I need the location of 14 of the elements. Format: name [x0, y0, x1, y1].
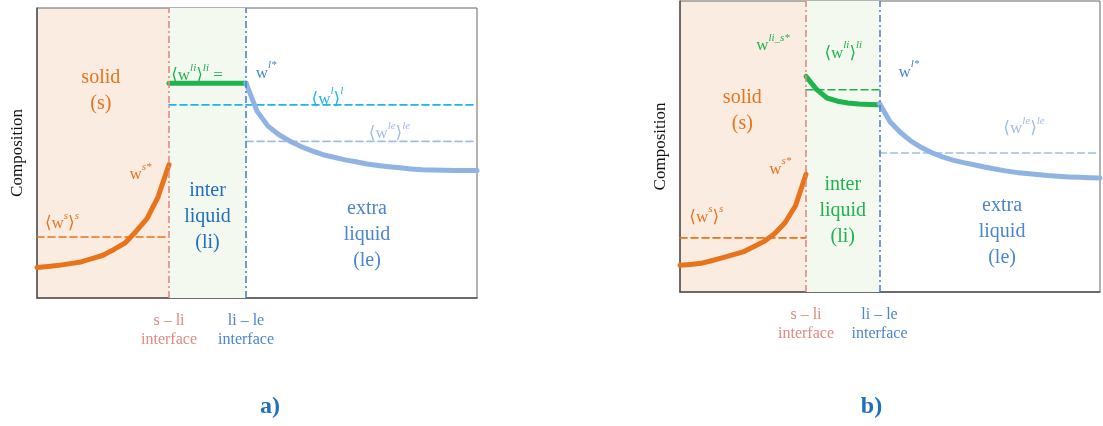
annotation: solid (s) [81, 65, 121, 115]
y-axis-title: Composition [7, 108, 26, 197]
annotation: solid (s) [722, 84, 762, 134]
text: a) [260, 392, 280, 418]
x-tick-label: s – li interface [141, 311, 197, 347]
x-tick-label: li – le interface [851, 305, 908, 341]
x-tick-label: li – le interface [218, 311, 274, 347]
text: b) [860, 392, 883, 418]
y-axis-title: Composition [650, 102, 669, 191]
x-tick-label: s – li interface [778, 305, 834, 341]
band-label: inter liquid (li) [819, 171, 867, 247]
band-label: inter liquid (li) [184, 178, 231, 254]
annotation: extra liquid (le) [978, 192, 1026, 268]
annotation: extra liquid (le) [343, 196, 391, 271]
